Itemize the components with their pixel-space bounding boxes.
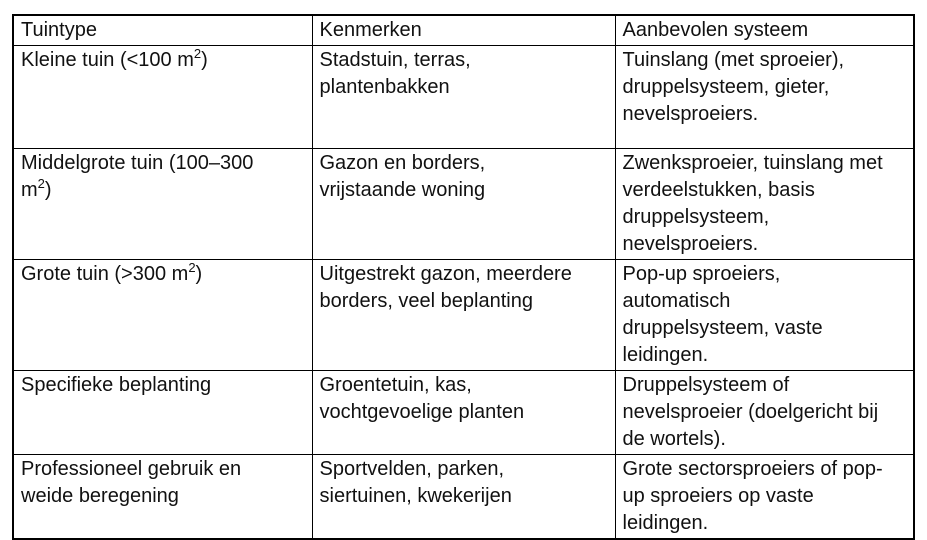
header-cell-kenmerken: Kenmerken [311, 14, 616, 46]
cell-aanbevolen-systeem: Druppelsysteem of nevelsproeier (doelger… [614, 370, 915, 455]
table-row-professioneel-gebruik: Professioneel gebruik en weide beregenin… [12, 454, 915, 540]
cell-tuintype: Specifieke beplanting [12, 370, 313, 455]
cell-text: Gazon en borders, vrijstaande woning [319, 152, 486, 201]
cell-aanbevolen-systeem: Zwenksproeier, tuinslang met verdeelstuk… [614, 148, 915, 260]
cell-text: ) [201, 49, 208, 71]
cell-tuintype: Grote tuin (>300 m2) [12, 259, 313, 371]
cell-text: Specifieke beplanting [21, 374, 212, 396]
superscript-2: 2 [188, 260, 196, 275]
cell-tuintype: Middelgrote tuin (100–300 m2) [12, 148, 313, 260]
header-cell-tuintype: Tuintype [12, 14, 313, 46]
cell-text: Sportvelden, parken, siertuinen, kwekeri… [319, 458, 512, 507]
cell-text: ) [195, 263, 203, 285]
cell-text: Druppelsysteem of nevelsproeier (doelger… [622, 374, 879, 450]
cell-text: ) [44, 179, 52, 201]
table-row-grote-tuin: Grote tuin (>300 m2) Uitgestrekt gazon, … [12, 259, 915, 371]
cell-kenmerken: Uitgestrekt gazon, meerdere borders, vee… [311, 259, 616, 371]
cell-text: Kleine tuin (<100 m [21, 49, 194, 71]
cell-aanbevolen-systeem: Pop-up sproeiers, automatisch druppelsys… [614, 259, 915, 371]
table-row-middelgrote-tuin: Middelgrote tuin (100–300 m2) Gazon en b… [12, 148, 915, 260]
cell-tuintype: Professioneel gebruik en weide beregenin… [12, 454, 313, 540]
cell-kenmerken: Stadstuin, terras, plantenbakken [311, 45, 616, 149]
superscript-2: 2 [37, 176, 45, 191]
cell-kenmerken: Gazon en borders, vrijstaande woning [311, 148, 616, 260]
cell-kenmerken: Groentetuin, kas, vochtgevoelige planten [311, 370, 616, 455]
cell-aanbevolen-systeem: Grote sectorsproeiers of pop- up sproeie… [614, 454, 915, 540]
header-cell-aanbevolen-systeem: Aanbevolen systeem [614, 14, 915, 46]
cell-text: Pop-up sproeiers, automatisch druppelsys… [622, 263, 823, 366]
cell-text: Grote sectorsproeiers of pop- up sproeie… [622, 458, 883, 534]
cell-text: Tuinslang (met sproeier), druppelsysteem… [622, 49, 845, 125]
cell-text: Stadstuin, terras, plantenbakken [319, 49, 471, 98]
table-row-kleine-tuin: Kleine tuin (<100 m2) Stadstuin, terras,… [12, 45, 915, 149]
cell-text: Zwenksproeier, tuinslang met verdeelstuk… [622, 152, 883, 255]
cell-text: Grote tuin (>300 m [21, 263, 189, 285]
cell-text: Middelgrote tuin (100–300 m [21, 152, 254, 201]
garden-irrigation-table: Tuintype Kenmerken Aanbevolen systeem Kl… [12, 14, 915, 540]
table-row-specifieke-beplanting: Specifieke beplanting Groentetuin, kas, … [12, 370, 915, 455]
superscript-2: 2 [193, 46, 202, 61]
cell-text: Uitgestrekt gazon, meerdere borders, vee… [319, 263, 572, 312]
cell-text: Professioneel gebruik en weide beregenin… [21, 458, 242, 507]
cell-aanbevolen-systeem: Tuinslang (met sproeier), druppelsysteem… [614, 45, 915, 149]
cell-kenmerken: Sportvelden, parken, siertuinen, kwekeri… [311, 454, 616, 540]
cell-tuintype: Kleine tuin (<100 m2) [12, 45, 313, 149]
cell-text: Groentetuin, kas, vochtgevoelige planten [319, 374, 525, 423]
table-header-row: Tuintype Kenmerken Aanbevolen systeem [12, 14, 915, 46]
